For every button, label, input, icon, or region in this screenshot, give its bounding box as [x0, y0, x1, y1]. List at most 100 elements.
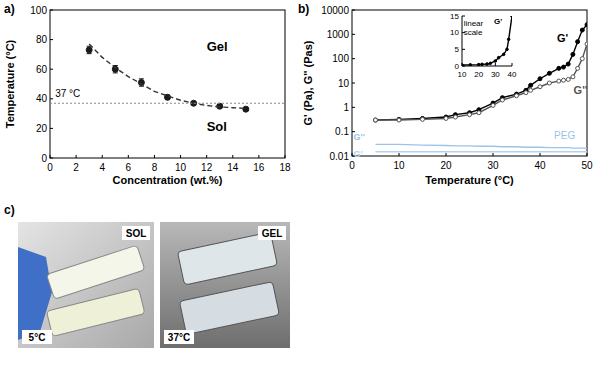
data-point	[477, 63, 480, 66]
data-point	[557, 79, 561, 83]
y-tick-label: 100	[332, 53, 349, 64]
y-tick	[462, 49, 465, 50]
y-tick	[352, 10, 355, 11]
data-point	[511, 16, 512, 17]
figure: a)024681012141618020406080100Concentrati…	[0, 0, 600, 371]
x-tick-label: 50	[581, 160, 593, 171]
data-point	[562, 65, 566, 69]
data-point	[571, 75, 575, 79]
y-tick-label: 1	[343, 102, 349, 113]
data-point	[243, 106, 249, 112]
annotation: PEG	[554, 130, 575, 141]
y-tick-label: 60	[36, 64, 48, 75]
error-bar	[87, 46, 92, 53]
data-point	[562, 78, 566, 82]
panel-label: a)	[4, 2, 15, 16]
data-point	[580, 28, 584, 32]
x-tick-label: 40	[508, 70, 517, 79]
data-point	[486, 63, 489, 66]
y-tick-label: 0	[41, 153, 47, 164]
x-tick	[446, 153, 447, 156]
data-point	[397, 117, 401, 121]
plot-frame	[352, 10, 587, 156]
x-tick	[102, 155, 103, 158]
series-line	[462, 16, 512, 65]
x-tick-label: 6	[126, 162, 132, 173]
y-tick	[50, 10, 53, 11]
y-tick-label: 5	[455, 45, 460, 54]
series-line	[376, 144, 588, 148]
panel-2: 10203040051015G'linearscale	[450, 12, 517, 79]
y-tick-label: 0.01	[330, 151, 350, 162]
data-point	[374, 118, 378, 122]
y-axis-line	[462, 16, 463, 66]
data-point	[481, 63, 484, 66]
annotation: 37 °C	[55, 88, 80, 99]
y-tick	[352, 107, 355, 108]
x-tick	[495, 63, 496, 66]
data-point	[462, 64, 463, 66]
x-axis-label: Concentration (wt.%)	[113, 174, 223, 186]
x-tick-label: 10	[458, 70, 467, 79]
x-tick-label: 40	[534, 160, 546, 171]
series-label: G''	[354, 132, 365, 142]
data-point	[547, 71, 551, 75]
panel-label: c)	[4, 203, 15, 217]
y-tick-label: 0.1	[335, 126, 349, 137]
photo: GEL37°C	[160, 222, 290, 348]
annotation-line: scale	[464, 28, 483, 37]
data-point	[453, 115, 457, 119]
vial	[46, 288, 144, 336]
x-tick	[154, 155, 155, 158]
annotation: Gel	[207, 39, 228, 54]
x-tick-label: 12	[201, 162, 213, 173]
x-tick	[462, 63, 463, 66]
x-axis-label: Temperature (°C)	[425, 174, 514, 186]
x-tick	[512, 63, 513, 66]
x-tick-label: 14	[227, 162, 239, 173]
series-line	[376, 44, 588, 120]
data-point	[397, 118, 401, 122]
data-point	[524, 91, 528, 95]
photo-label: SOL	[126, 228, 147, 239]
x-tick-label: 0	[349, 160, 355, 171]
y-axis-label: Temperature (°C)	[4, 39, 16, 128]
plot-data	[50, 44, 285, 112]
data-point	[444, 116, 448, 120]
x-tick-label: 30	[487, 160, 499, 171]
x-tick-label: 10	[393, 160, 405, 171]
data-point	[547, 81, 551, 85]
data-point	[538, 85, 542, 89]
data-point	[585, 23, 587, 27]
x-tick-label: 16	[253, 162, 265, 173]
data-point	[497, 56, 500, 59]
plot-frame	[50, 10, 285, 158]
plot-data	[462, 16, 512, 66]
x-tick-label: 18	[279, 162, 291, 173]
x-tick	[76, 155, 77, 158]
x-tick	[478, 63, 479, 66]
series-label: G'	[354, 149, 363, 159]
panel-c: c)SOL5°CGEL37°C	[4, 203, 290, 348]
series-line	[50, 103, 285, 104]
x-tick-label: 8	[152, 162, 158, 173]
series-label: G'	[557, 32, 569, 44]
y-tick	[50, 158, 53, 159]
x-tick-label: 0	[47, 162, 53, 173]
panel-0: a)024681012141618020406080100Concentrati…	[4, 2, 291, 186]
y-tick-label: 15	[450, 12, 459, 21]
y-tick-label: 10	[450, 28, 459, 37]
data-point	[576, 66, 580, 70]
data-point	[529, 88, 533, 92]
label-box	[258, 226, 286, 240]
data-point	[468, 113, 472, 117]
y-tick	[50, 39, 53, 40]
data-point	[507, 38, 510, 41]
data-point	[86, 47, 92, 53]
y-tick	[352, 34, 355, 35]
data-point	[421, 117, 425, 121]
x-tick-label: 10	[175, 162, 187, 173]
vial	[179, 282, 279, 335]
data-point	[580, 57, 584, 61]
x-tick	[206, 155, 207, 158]
